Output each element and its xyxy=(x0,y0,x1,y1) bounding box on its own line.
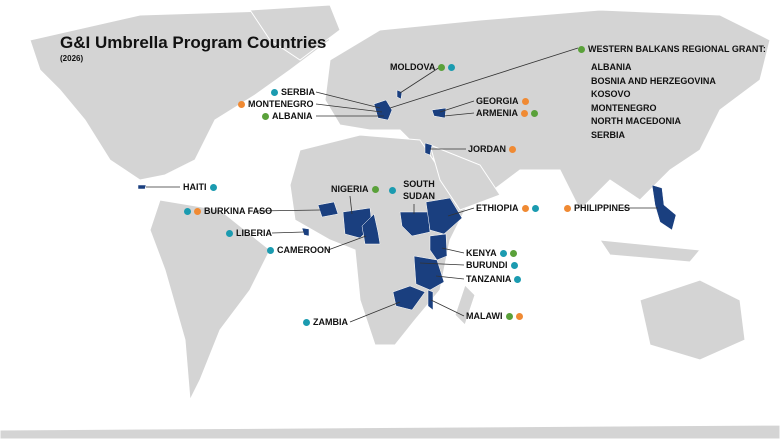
country-name: PHILIPPINES xyxy=(574,203,631,213)
ethiopia xyxy=(425,197,463,235)
grant-country: MONTENEGRO xyxy=(591,102,657,113)
program-dot xyxy=(514,275,522,283)
program-dot xyxy=(262,112,269,120)
grant-country: ALBANIA xyxy=(591,62,632,72)
program-dot xyxy=(521,204,529,212)
country-name: MALAWI xyxy=(466,311,503,321)
country-name: CAMEROON xyxy=(277,245,331,255)
antarctica xyxy=(0,424,780,439)
program-dot xyxy=(389,186,396,194)
program-dot xyxy=(578,45,585,53)
haiti xyxy=(137,184,147,190)
program-dot xyxy=(271,88,278,96)
country-name: TANZANIA xyxy=(466,274,512,284)
country-label: PHILIPPINES xyxy=(564,203,630,213)
program-dot xyxy=(515,312,523,320)
country-label: LIBERIA xyxy=(226,228,272,238)
program-dot xyxy=(303,318,310,326)
country-label: ARMENIA xyxy=(476,108,538,118)
program-dot xyxy=(510,261,518,269)
country-name: BURUNDI xyxy=(466,260,508,270)
grant-country: BOSNIA AND HERZEGOVINA xyxy=(591,75,716,86)
greenland xyxy=(249,4,341,61)
country-name: HAITI xyxy=(183,182,207,192)
subtitle: (2026) xyxy=(60,54,84,63)
country-label: BURUNDI xyxy=(466,260,518,270)
country-name: JORDAN xyxy=(468,144,507,154)
program-dot xyxy=(184,207,191,215)
country-label: MONTENEGRO xyxy=(238,99,314,109)
country-name: ZAMBIA xyxy=(313,317,348,327)
country-name: SOUTH SUDAN xyxy=(402,179,435,201)
jordan xyxy=(424,142,433,156)
malawi xyxy=(427,289,434,311)
program-dot xyxy=(226,229,233,237)
cameroon xyxy=(361,213,381,245)
south-america xyxy=(149,199,271,402)
program-dot xyxy=(521,109,528,117)
country-label: SERBIA xyxy=(271,87,315,97)
country-label: CAMEROON xyxy=(267,245,331,255)
title: G&I Umbrella Program Countries xyxy=(60,33,327,52)
burkina-faso xyxy=(317,201,339,218)
country-name: ALBANIA xyxy=(272,111,313,121)
country-label: JORDAN xyxy=(468,144,517,154)
tanzania xyxy=(413,255,445,291)
program-dot xyxy=(238,100,245,108)
arabia xyxy=(429,144,501,211)
country-name: LIBERIA xyxy=(236,228,272,238)
country-name: ETHIOPIA xyxy=(476,203,519,213)
country-name: MONTENEGRO xyxy=(248,99,314,109)
country-label: MOLDOVA xyxy=(390,62,456,72)
program-dot xyxy=(371,185,379,193)
caucasus xyxy=(431,107,447,119)
philippines xyxy=(651,184,677,231)
grant-country: KOSOVO xyxy=(591,89,631,99)
program-dot xyxy=(521,97,529,105)
program-dot xyxy=(499,249,507,257)
south-sudan xyxy=(399,211,431,237)
program-dot xyxy=(194,207,201,215)
country-label: BURKINA FASO xyxy=(184,206,272,216)
grant-country: NORTH MACEDONIA xyxy=(591,116,681,126)
country-label: NIGERIA xyxy=(331,184,379,194)
program-dot xyxy=(438,63,446,71)
country-label: MALAWI xyxy=(466,311,523,321)
grant-country: SERBIA xyxy=(591,129,626,140)
country-name: SERBIA xyxy=(281,87,316,97)
program-dot xyxy=(509,145,517,153)
program-dot xyxy=(531,204,539,212)
program-dot xyxy=(448,63,456,71)
country-name: ARMENIA xyxy=(476,108,518,118)
program-dot xyxy=(209,183,217,191)
madagascar xyxy=(454,284,476,326)
country-label: ALBANIA xyxy=(262,111,313,121)
program-dot xyxy=(531,109,538,117)
country-label: ETHIOPIA xyxy=(476,203,539,213)
country-label: ZAMBIA xyxy=(303,317,348,327)
country-name: MOLDOVA xyxy=(390,62,436,72)
country-label: KENYA xyxy=(466,248,517,258)
country-label: HAITI xyxy=(183,182,217,192)
country-name: NIGERIA xyxy=(331,184,369,194)
program-dot xyxy=(564,204,571,212)
indonesia xyxy=(598,239,701,263)
country-label: TANZANIA xyxy=(466,274,522,284)
leader-lines xyxy=(146,47,658,323)
country-name: GEORGIA xyxy=(476,96,519,106)
program-dot xyxy=(509,249,517,257)
liberia xyxy=(301,227,310,237)
program-dot xyxy=(267,246,274,254)
country-label: SOUTH SUDAN xyxy=(389,178,439,202)
country-name: KENYA xyxy=(466,248,497,258)
kenya xyxy=(429,233,448,261)
program-dot xyxy=(505,312,513,320)
grant-heading: WESTERN BALKANS REGIONAL GRANT: xyxy=(588,44,766,54)
australia xyxy=(639,279,746,361)
country-name: BURKINA FASO xyxy=(204,206,273,216)
grant-heading-row: WESTERN BALKANS REGIONAL GRANT: xyxy=(578,44,766,54)
country-label: GEORGIA xyxy=(476,96,529,106)
